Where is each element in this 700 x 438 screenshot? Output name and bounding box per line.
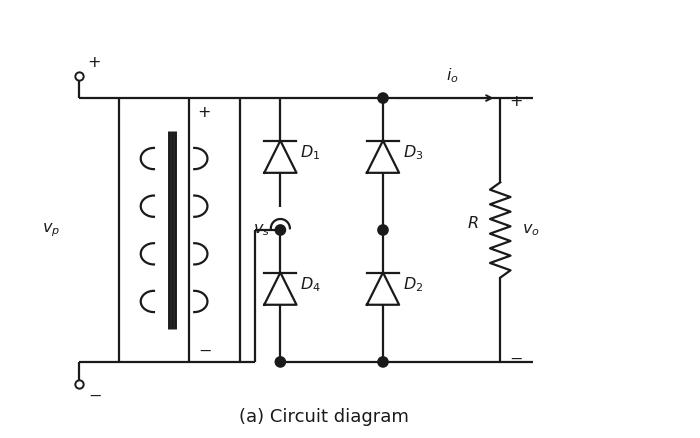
Text: $v_o$: $v_o$ xyxy=(522,222,539,238)
Text: +: + xyxy=(197,106,211,120)
Text: $i_o$: $i_o$ xyxy=(446,66,459,85)
Circle shape xyxy=(378,93,388,103)
Text: $v_p$: $v_p$ xyxy=(42,221,60,239)
Text: $D_2$: $D_2$ xyxy=(402,276,423,294)
Text: $D_1$: $D_1$ xyxy=(300,144,321,162)
Text: +: + xyxy=(509,94,523,109)
Text: $-$: $-$ xyxy=(197,343,211,358)
Text: $D_3$: $D_3$ xyxy=(402,144,423,162)
Text: $-$: $-$ xyxy=(509,351,523,366)
Circle shape xyxy=(275,225,286,235)
Text: $-$: $-$ xyxy=(88,388,102,403)
Circle shape xyxy=(378,225,388,235)
Circle shape xyxy=(378,357,388,367)
Text: +: + xyxy=(88,55,101,70)
Text: $R$: $R$ xyxy=(468,215,479,231)
Circle shape xyxy=(275,357,286,367)
Text: (a) Circuit diagram: (a) Circuit diagram xyxy=(239,408,410,426)
Text: $v_s$: $v_s$ xyxy=(253,222,270,238)
Text: $D_4$: $D_4$ xyxy=(300,276,321,294)
